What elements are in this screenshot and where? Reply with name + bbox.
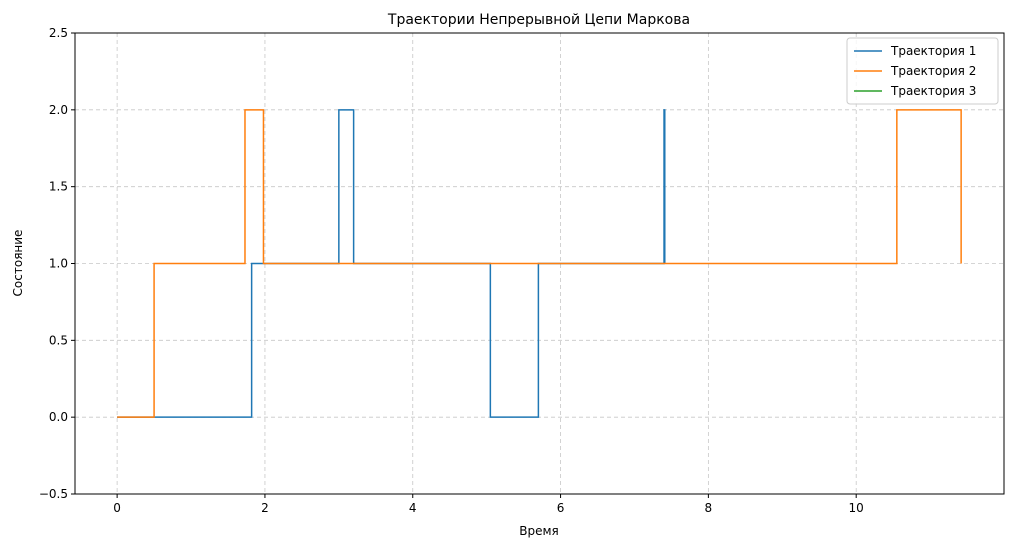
series-group <box>117 109 962 418</box>
legend: Траектория 1 Траектория 2 Траектория 3 <box>846 37 999 105</box>
x-tick-label: 10 <box>849 501 864 515</box>
x-ticks: 0 2 4 6 8 10 <box>113 494 864 515</box>
series-line-2 <box>117 109 962 418</box>
x-tick-label: 6 <box>557 501 565 515</box>
y-tick-label: 1.5 <box>49 180 68 194</box>
y-tick-label: 1.0 <box>49 257 68 271</box>
y-ticks: −0.5 0.0 0.5 1.0 1.5 2.0 2.5 <box>39 26 75 501</box>
x-axis-label: Время <box>519 524 559 538</box>
legend-box <box>846 37 999 105</box>
legend-label-2: Траектория 2 <box>890 64 976 78</box>
x-tick-label: 0 <box>113 501 121 515</box>
x-tick-label: 4 <box>409 501 417 515</box>
legend-label-3: Траектория 3 <box>890 84 976 98</box>
y-tick-label: 0.0 <box>49 410 68 424</box>
x-tick-label: 8 <box>705 501 713 515</box>
y-tick-label: 0.5 <box>49 333 68 347</box>
y-tick-label: 2.5 <box>49 26 68 40</box>
y-tick-label: 2.0 <box>49 103 68 117</box>
y-tick-label: −0.5 <box>39 487 68 501</box>
chart-title: Траектории Непрерывной Цепи Маркова <box>387 12 690 28</box>
y-axis-label: Состояние <box>11 230 25 297</box>
legend-label-1: Траектория 1 <box>890 44 976 58</box>
x-tick-label: 2 <box>261 501 269 515</box>
